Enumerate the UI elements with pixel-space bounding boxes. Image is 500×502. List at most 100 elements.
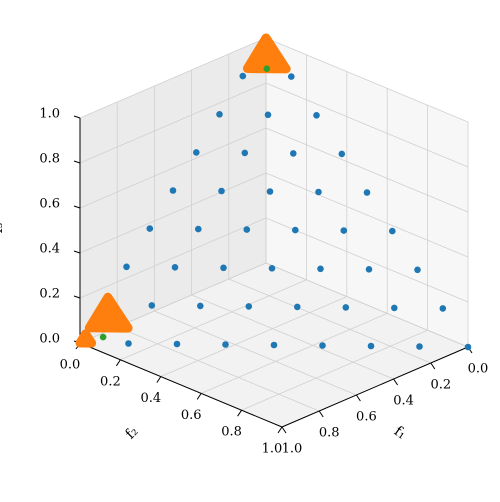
blue-point xyxy=(268,265,276,272)
y-tick-label: 0.6 xyxy=(356,410,377,425)
grid-line xyxy=(265,217,469,303)
blue-point xyxy=(340,227,348,234)
y-tick-label: 0.4 xyxy=(393,394,414,409)
tick-mark xyxy=(281,426,287,434)
blue-point xyxy=(125,340,132,347)
blue-point xyxy=(239,72,247,80)
blue-point xyxy=(193,149,200,156)
tick-mark xyxy=(73,250,81,254)
blue-point xyxy=(319,342,326,349)
blue-point xyxy=(391,304,398,312)
z-tick-label: 0.6 xyxy=(39,197,60,212)
blue-point xyxy=(367,342,375,350)
z-tick-label: 0.2 xyxy=(39,287,60,302)
z-tick-label: 0.0 xyxy=(39,332,60,347)
blue-point xyxy=(220,264,227,272)
green-point xyxy=(99,333,107,341)
z-tick-label: 0.4 xyxy=(39,242,60,257)
grid-line xyxy=(265,82,469,168)
blue-point xyxy=(173,340,181,348)
tick-mark xyxy=(73,205,81,209)
orange-region xyxy=(242,33,291,74)
y-axis-label: f₂ xyxy=(123,424,142,443)
blue-point xyxy=(146,225,154,232)
tick-mark xyxy=(393,378,399,386)
grid-line xyxy=(120,279,307,361)
blue-point xyxy=(243,226,251,233)
grid-line xyxy=(191,294,394,380)
blue-point xyxy=(245,303,253,310)
x-tick-label: 0.6 xyxy=(181,408,202,423)
grid-line xyxy=(79,172,267,254)
blue-point xyxy=(464,343,472,351)
grid-line xyxy=(265,172,469,258)
blue-point xyxy=(363,189,371,196)
green-point xyxy=(263,65,271,72)
blue-point xyxy=(270,341,278,349)
data-points xyxy=(75,33,472,351)
blue-point xyxy=(338,150,346,158)
x-tick-label: 1.0 xyxy=(262,442,283,457)
axis-lines xyxy=(73,115,473,434)
blue-point xyxy=(290,150,297,157)
grid-line xyxy=(241,329,428,411)
blue-point xyxy=(171,264,179,271)
orange-region xyxy=(75,329,97,348)
blue-point xyxy=(197,302,204,310)
grid-line xyxy=(154,310,357,396)
tick-labels: 0.0 0.2 0.4 0.6 0.8 1.0 0.0 0.2 0.4 0.6 0.8 1.0 0.0 0… xyxy=(39,107,488,457)
tick-mark xyxy=(73,160,81,164)
tick-mark xyxy=(355,394,361,402)
blue-point xyxy=(123,263,130,271)
blue-point xyxy=(294,303,301,311)
y-axis-line xyxy=(281,346,469,428)
blue-point xyxy=(439,305,447,312)
y-tick-label: 0.0 xyxy=(468,362,489,377)
tick-mark xyxy=(115,359,121,367)
grid-line xyxy=(201,313,388,394)
grid-line xyxy=(228,278,431,364)
blue-point xyxy=(416,343,423,350)
y-tick-label: 0.8 xyxy=(319,426,340,441)
grid-line xyxy=(79,127,267,209)
blue-point xyxy=(292,226,299,234)
blue-point xyxy=(169,187,177,194)
grid-line xyxy=(265,127,469,213)
z-tick-label: 1.0 xyxy=(39,107,60,122)
blue-point xyxy=(365,266,373,273)
orange-region xyxy=(84,292,133,333)
grid-line xyxy=(265,37,469,123)
blue-point xyxy=(342,304,350,311)
blue-point xyxy=(216,111,223,118)
tick-mark xyxy=(277,426,283,434)
x-tick-label: 0.2 xyxy=(100,374,121,389)
blue-point xyxy=(315,188,322,196)
y-tick-label: 1.0 xyxy=(282,442,303,457)
tick-mark xyxy=(237,409,243,417)
y-tick-label: 0.2 xyxy=(430,378,451,393)
tick-mark xyxy=(318,410,324,418)
blue-point xyxy=(222,341,229,348)
blue-point xyxy=(266,188,274,195)
blue-point xyxy=(264,111,272,119)
grid-line xyxy=(160,296,347,377)
x-tick-label: 0.0 xyxy=(60,358,81,373)
blue-point xyxy=(148,302,156,309)
grid-line xyxy=(117,326,320,412)
blue-point xyxy=(414,266,421,274)
z-axis-label: f₃ xyxy=(0,223,6,234)
blue-point xyxy=(313,112,320,119)
grid-line xyxy=(79,82,267,164)
x-tick-label: 0.4 xyxy=(140,391,161,406)
tick-mark xyxy=(196,393,202,400)
z-tick-label: 0.8 xyxy=(39,152,60,167)
grid-line xyxy=(79,217,267,299)
x-axis-line xyxy=(79,342,283,428)
tick-mark xyxy=(73,115,81,119)
tick-mark xyxy=(430,362,436,370)
blue-point xyxy=(389,227,396,235)
blue-point xyxy=(317,265,324,273)
blue-point xyxy=(218,187,225,195)
grid-line xyxy=(79,37,267,119)
blue-point xyxy=(288,73,295,80)
